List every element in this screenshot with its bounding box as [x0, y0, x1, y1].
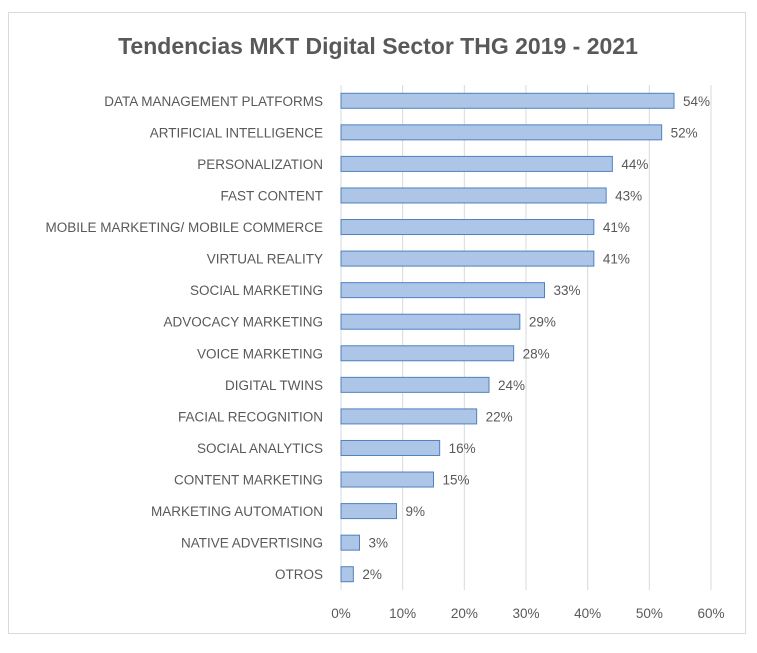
value-label: 28%: [523, 346, 550, 361]
category-label: ARTIFICIAL INTELLIGENCE: [150, 125, 323, 140]
x-tick-label: 30%: [512, 606, 539, 621]
bar: [340, 92, 675, 109]
x-tick-label: 10%: [389, 606, 416, 621]
category-label: VIRTUAL REALITY: [207, 252, 323, 267]
value-label: 54%: [683, 94, 710, 109]
bar: [340, 219, 595, 236]
value-label: 9%: [406, 504, 426, 519]
category-label: OTROS: [275, 567, 323, 582]
value-label: 29%: [529, 315, 556, 330]
category-label: SOCIAL ANALYTICS: [197, 441, 323, 456]
value-label: 15%: [443, 473, 470, 488]
category-label: VOICE MARKETING: [197, 346, 323, 361]
bar: [340, 566, 354, 583]
category-label: MARKETING AUTOMATION: [151, 504, 323, 519]
value-label: 22%: [486, 409, 513, 424]
x-tick-label: 0%: [331, 606, 351, 621]
value-label: 33%: [554, 283, 581, 298]
category-label: PERSONALIZATION: [197, 157, 323, 172]
category-label: DIGITAL TWINS: [225, 378, 323, 393]
value-label: 3%: [369, 536, 389, 551]
bar: [340, 503, 397, 520]
x-tick-label: 50%: [636, 606, 663, 621]
bar: [340, 155, 613, 172]
category-label: ADVOCACY MARKETING: [163, 315, 323, 330]
value-label: 24%: [498, 378, 525, 393]
bar: [340, 345, 515, 362]
value-label: 16%: [449, 441, 476, 456]
x-tick-label: 40%: [574, 606, 601, 621]
category-label: CONTENT MARKETING: [174, 473, 323, 488]
value-label: 41%: [603, 252, 630, 267]
x-tick-label: 20%: [451, 606, 478, 621]
bar: [340, 187, 607, 204]
category-labels: DATA MANAGEMENT PLATFORMS ARTIFICIAL INTE…: [45, 94, 323, 582]
value-label: 44%: [621, 157, 648, 172]
bar: [340, 124, 663, 141]
category-label: DATA MANAGEMENT PLATFORMS: [104, 94, 323, 109]
category-label: FACIAL RECOGNITION: [178, 409, 323, 424]
bar: [340, 250, 595, 267]
value-label: 2%: [362, 567, 382, 582]
category-label: FAST CONTENT: [220, 188, 323, 203]
bar: [340, 376, 490, 393]
x-tick-label: 60%: [697, 606, 724, 621]
value-label: 43%: [615, 188, 642, 203]
category-label: MOBILE MARKETING/ MOBILE COMMERCE: [45, 220, 323, 235]
category-label: NATIVE ADVERTISING: [181, 536, 323, 551]
bar: [340, 439, 441, 456]
value-label: 52%: [671, 125, 698, 140]
category-label: SOCIAL MARKETING: [190, 283, 323, 298]
x-tick-labels: 0% 10% 20% 30% 40% 50% 60%: [331, 606, 724, 621]
bar: [340, 408, 478, 425]
bar: [340, 534, 360, 551]
bar: [340, 471, 434, 488]
bar: [340, 282, 545, 299]
bars: [340, 92, 675, 583]
value-labels: 54% 52% 44% 43% 41% 41% 33% 29% 28% 24% 22% 16% 15% 9…: [362, 94, 710, 582]
bar: [340, 313, 521, 330]
value-label: 41%: [603, 220, 630, 235]
chart-title: Tendencias MKT Digital Sector THG 2019 -…: [118, 33, 638, 59]
